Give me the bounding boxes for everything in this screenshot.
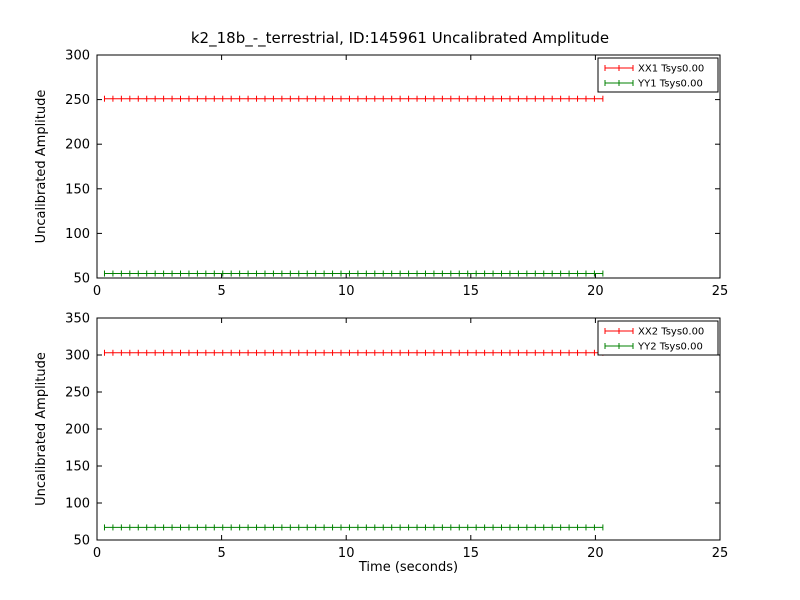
legend: XX2 Tsys0.00 YY2 Tsys0.00	[597, 320, 719, 356]
legend-label: XX1 Tsys0.00	[638, 64, 704, 75]
x-axis-label: Time (seconds)	[358, 560, 458, 575]
x-tick-label: 5	[217, 546, 225, 561]
x-tick-label: 10	[338, 546, 355, 561]
series-YY1	[103, 270, 604, 277]
figure-title: k2_18b_-_terrestrial, ID:145961 Uncalibr…	[190, 29, 610, 47]
y-tick-label: 50	[73, 272, 90, 287]
series-XX2	[103, 349, 604, 356]
y-tick-label: 200	[65, 138, 90, 153]
x-tick-label: 20	[587, 284, 604, 299]
x-tick-label: 5	[217, 284, 225, 299]
y-tick-label: 100	[65, 497, 90, 512]
legend: XX1 Tsys0.00 YY1 Tsys0.00	[597, 57, 719, 93]
x-tick-label: 10	[338, 284, 355, 299]
x-tick-label: 20	[587, 546, 604, 561]
y-tick-label: 300	[65, 49, 90, 64]
axes-border	[96, 54, 721, 279]
y-axis-label: Uncalibrated Amplitude	[34, 90, 49, 244]
legend-label: YY1 Tsys0.00	[637, 79, 703, 90]
x-tick-label: 15	[463, 284, 480, 299]
y-tick-label: 150	[65, 460, 90, 475]
axes-border	[96, 317, 721, 541]
series-XX1	[103, 95, 604, 102]
y-tick-label: 100	[65, 227, 90, 242]
legend-label: XX2 Tsys0.00	[638, 327, 704, 338]
subplot-2: 0 5 10 15 20 25 50 100 150 200 250 300 350 XX2 Tsys0.…	[34, 312, 728, 576]
x-tick-label: 0	[93, 546, 101, 561]
y-tick-label: 250	[65, 386, 90, 401]
series-YY2	[103, 524, 604, 531]
x-tick-label: 25	[712, 546, 729, 561]
y-tick-label: 350	[65, 312, 90, 327]
y-tick-label: 300	[65, 349, 90, 364]
y-tick-label: 50	[73, 534, 90, 549]
x-tick-label: 25	[712, 284, 729, 299]
x-tick-label: 15	[463, 546, 480, 561]
y-tick-label: 250	[65, 93, 90, 108]
x-tick-label: 0	[93, 284, 101, 299]
y-tick-label: 150	[65, 182, 90, 197]
subplot-1: 0 5 10 15 20 25 50 100 150 200 250 300 XX1 Tsys0.00 Y…	[34, 49, 728, 300]
y-tick-label: 200	[65, 423, 90, 438]
legend-label: YY2 Tsys0.00	[637, 342, 703, 353]
y-axis-label: Uncalibrated Amplitude	[34, 352, 49, 506]
